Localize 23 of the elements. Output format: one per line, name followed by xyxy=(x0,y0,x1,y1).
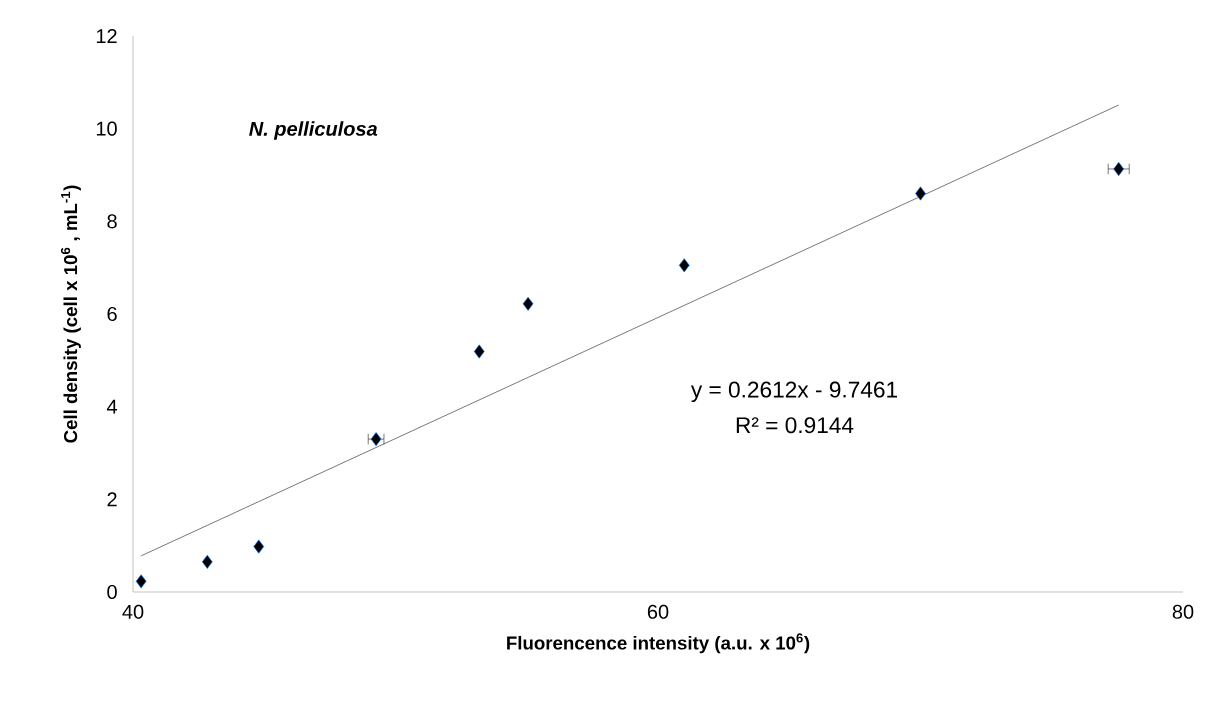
y-axis-title: Cell density (cell x 10$^{6}$ , mL$^{-1}$) xyxy=(60,185,81,443)
point xyxy=(253,539,265,554)
y-tick-label: 2 xyxy=(107,492,117,507)
x-axis-title: Fluorencence intensity (a.u. x 10$^{6}$) xyxy=(507,633,810,654)
point xyxy=(135,574,147,589)
y-tick-label: 10 xyxy=(96,121,117,136)
point xyxy=(201,554,213,569)
point xyxy=(1113,161,1125,176)
y-tick-label: 8 xyxy=(107,214,117,229)
y-tick-label: 12 xyxy=(96,29,117,43)
y-tick-label: 4 xyxy=(106,399,118,414)
x-tick-label: 40 xyxy=(122,604,144,619)
point xyxy=(473,344,485,359)
annotation: R² = 0.9144 xyxy=(736,417,854,434)
point xyxy=(678,258,690,273)
y-tick-label: 6 xyxy=(107,306,117,322)
point xyxy=(915,186,926,201)
y-tick-label: 0 xyxy=(107,584,117,600)
x-tick-label: 80 xyxy=(1172,604,1194,619)
x-tick-label: 60 xyxy=(647,604,669,619)
annotation: y = 0.2612x - 9.7461 xyxy=(690,381,898,403)
point xyxy=(522,296,534,311)
annotation: N. pelliculosa xyxy=(249,121,378,140)
